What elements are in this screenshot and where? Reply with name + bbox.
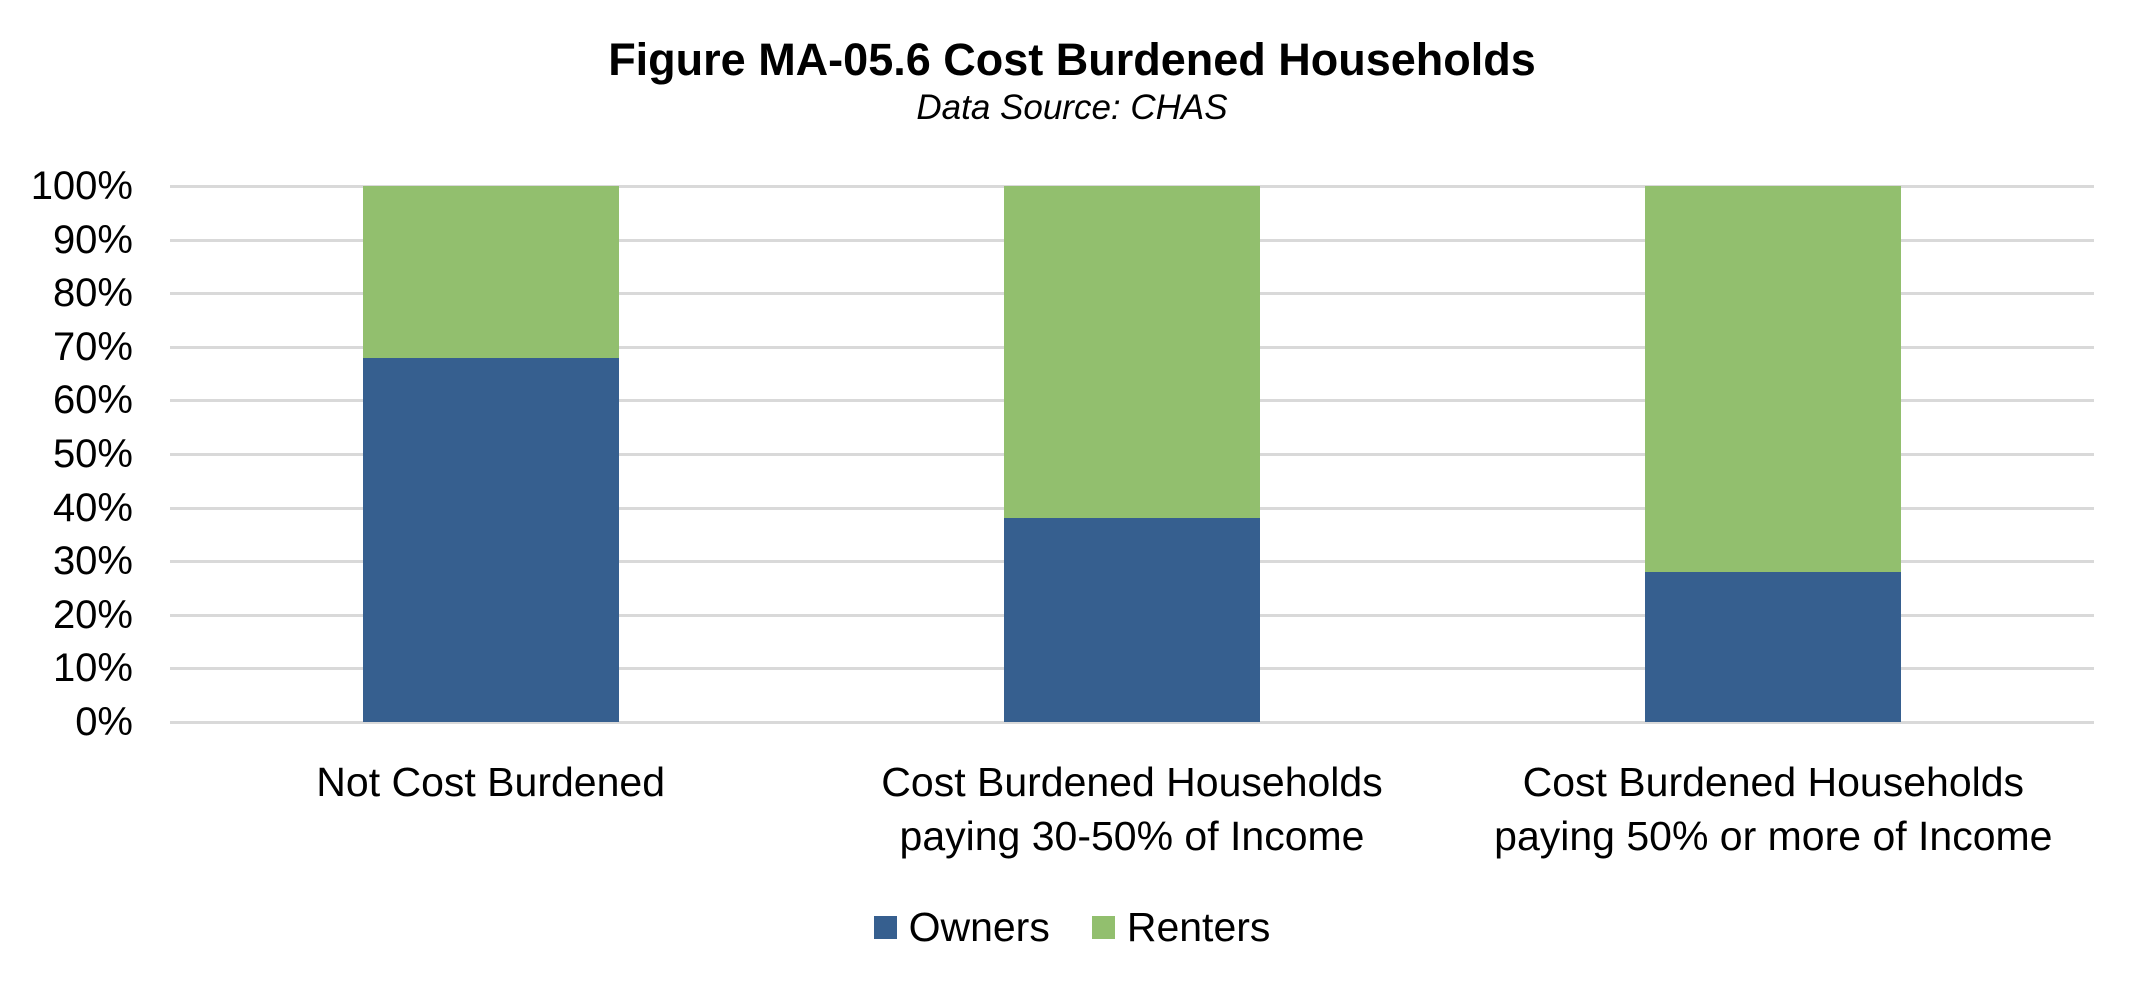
stacked-bar — [1645, 186, 1902, 722]
bar-segment-owners — [362, 357, 619, 722]
chart-subtitle: Data Source: CHAS — [916, 88, 1228, 127]
y-tick-label: 90% — [52, 217, 133, 262]
y-tick-label: 70% — [52, 324, 133, 369]
y-tick-label: 0% — [75, 700, 133, 744]
legend: Owners Renters — [0, 904, 2144, 950]
x-tick-label: Not Cost Burdened — [316, 759, 665, 805]
y-tick-label: 20% — [52, 592, 133, 637]
legend-label: Renters — [1126, 904, 1271, 950]
stacked-bar — [362, 186, 619, 722]
legend-swatch-icon — [873, 915, 897, 939]
plot-area — [170, 185, 2094, 724]
y-tick-label: 30% — [52, 539, 133, 584]
bar-segment-renters — [1645, 186, 1902, 572]
stacked-bar — [1004, 186, 1260, 722]
x-tick-label: Cost Burdened Households paying 30-50% o… — [881, 759, 1383, 859]
y-tick-label: 100% — [30, 164, 133, 208]
legend-swatch-icon — [1091, 915, 1115, 939]
legend-item-owners: Owners — [873, 904, 1050, 950]
chart-title: Figure MA-05.6 Cost Burdened Households — [608, 34, 1536, 85]
x-tick-label: Cost Burdened Households paying 50% or m… — [1494, 759, 2053, 859]
legend-label: Owners — [908, 904, 1050, 950]
bar-segment-owners — [1645, 571, 1902, 722]
bar-segment-owners — [1004, 518, 1260, 722]
y-tick-label: 50% — [52, 432, 133, 476]
legend-item-renters: Renters — [1091, 904, 1271, 950]
bar-segment-renters — [362, 186, 619, 358]
y-tick-label: 10% — [52, 646, 133, 691]
bar-segment-renters — [1004, 186, 1260, 519]
gridline — [170, 721, 2094, 724]
y-tick-label: 40% — [52, 485, 133, 530]
y-tick-label: 60% — [52, 378, 133, 423]
y-tick-label: 80% — [52, 271, 133, 316]
